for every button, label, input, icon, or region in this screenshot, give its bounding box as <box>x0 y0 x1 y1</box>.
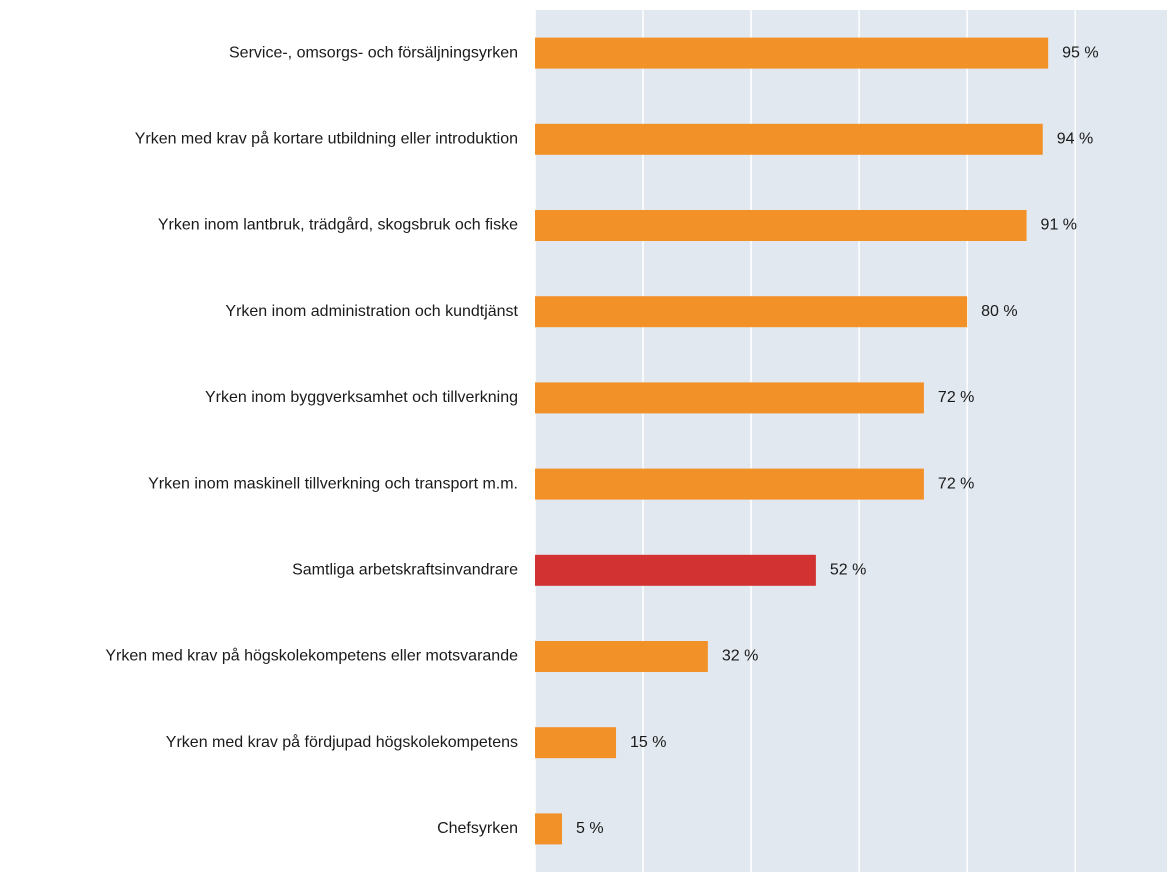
value-label: 5 % <box>576 820 604 837</box>
bar <box>535 641 708 672</box>
value-label: 32 % <box>722 648 758 665</box>
bar <box>535 37 1049 69</box>
y-tick-label: Chefsyrken <box>437 820 518 837</box>
y-tick-label: Yrken inom maskinell tillverkning och tr… <box>148 475 518 492</box>
value-label: 52 % <box>830 562 866 579</box>
y-tick-label: Samtliga arbetskraftsinvandrare <box>292 562 518 579</box>
y-tick-label: Service-, omsorgs- och försäljningsyrken <box>229 44 518 61</box>
bar <box>535 123 1043 155</box>
y-tick-label: Yrken inom lantbruk, trädgård, skogsbruk… <box>158 216 518 234</box>
y-tick-label: Yrken med krav på högskolekompetens elle… <box>105 647 518 665</box>
value-label: 72 % <box>938 475 974 492</box>
y-tick-label: Yrken med krav på fördjupad högskolekomp… <box>166 733 518 751</box>
value-label: 72 % <box>938 389 974 406</box>
bar <box>535 813 563 845</box>
bar <box>535 554 816 586</box>
value-label: 91 % <box>1041 217 1077 234</box>
value-label: 80 % <box>981 303 1017 320</box>
value-label: 95 % <box>1062 44 1098 61</box>
bar <box>535 468 924 500</box>
bar <box>535 382 924 414</box>
y-tick-label: Yrken inom administration och kundtjänst <box>225 303 518 320</box>
bar <box>535 210 1027 241</box>
y-tick-label: Yrken inom byggverksamhet och tillverkni… <box>205 389 518 406</box>
bar <box>535 296 968 328</box>
value-label: 94 % <box>1057 131 1093 148</box>
value-label: 15 % <box>630 734 666 751</box>
bar <box>535 727 617 759</box>
y-tick-label: Yrken med krav på kortare utbildning ell… <box>135 130 518 148</box>
